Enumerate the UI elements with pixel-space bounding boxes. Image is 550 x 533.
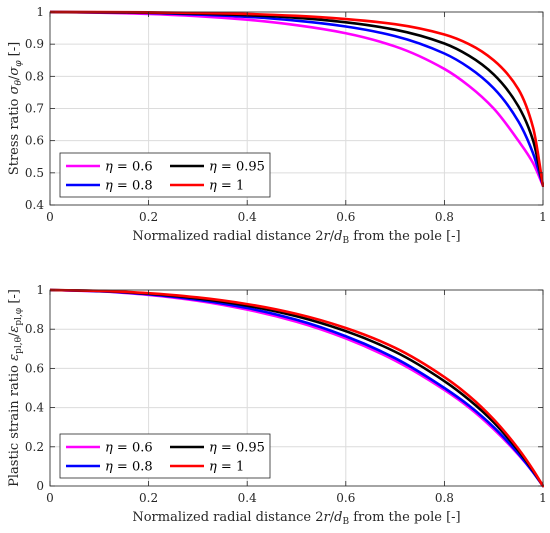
x-tick-label: 0.4 bbox=[238, 491, 257, 505]
x-tick-label: 0 bbox=[46, 210, 54, 224]
x-tick-label: 0.8 bbox=[435, 210, 454, 224]
legend-label-3: η = 0.95 bbox=[209, 441, 265, 456]
legend-label-1: η = 0.6 bbox=[105, 441, 153, 456]
y-axis-label: Stress ratio σθ/σφ [-] bbox=[7, 42, 24, 175]
axes-box bbox=[49, 289, 544, 487]
legend-label-2: η = 0.8 bbox=[105, 460, 153, 475]
y-tick-label: 0.8 bbox=[25, 322, 44, 336]
legend-label-4: η = 1 bbox=[209, 460, 244, 475]
series-group bbox=[50, 10, 544, 187]
series-line-4 bbox=[50, 288, 544, 488]
x-tick-label: 0.2 bbox=[139, 491, 158, 505]
y-tick-label: 0.4 bbox=[25, 198, 44, 212]
y-tick-label: 0.6 bbox=[25, 134, 44, 148]
y-tick-label: 0.9 bbox=[25, 37, 44, 51]
x-tick-label: 1 bbox=[539, 491, 547, 505]
y-tick-label: 0.8 bbox=[25, 69, 44, 83]
x-axis-label: Normalized radial distance 2r/dB from th… bbox=[132, 229, 460, 246]
chart-1: 0 0.2 0.4 0.6 0.8 1 0.4 0.5 0.6 0.7 0.8 0.9 1 Normali… bbox=[7, 5, 547, 246]
x-tick-label: 0.8 bbox=[435, 491, 454, 505]
legend: η = 0.6 η = 0.8 η = 0.95 η = 1 bbox=[59, 152, 271, 198]
x-tick-label: 0.6 bbox=[336, 210, 355, 224]
x-tick-label: 0.6 bbox=[336, 491, 355, 505]
legend-label-2: η = 0.8 bbox=[105, 179, 153, 194]
y-axis-label: Plastic strain ratio εpl,θ/εpl,φ [-] bbox=[7, 289, 24, 487]
y-tick-label: 0.2 bbox=[25, 440, 44, 454]
y-tick-label: 1 bbox=[36, 283, 44, 297]
x-axis-label: Normalized radial distance 2r/dB from th… bbox=[132, 510, 460, 527]
chart-2: 0 0.2 0.4 0.6 0.8 1 0 0.2 0.4 0.6 0.8 1 Normalized r… bbox=[7, 283, 547, 527]
legend: η = 0.6 η = 0.8 η = 0.95 η = 1 bbox=[59, 433, 271, 479]
x-tick-label: 0 bbox=[46, 491, 54, 505]
y-tick-label: 0.7 bbox=[25, 102, 44, 116]
legend-label-4: η = 1 bbox=[209, 179, 244, 194]
y-tick-label: 0 bbox=[36, 479, 44, 493]
x-tick-label: 0.4 bbox=[238, 210, 257, 224]
x-tick-label: 0.2 bbox=[139, 210, 158, 224]
legend-box bbox=[59, 433, 271, 479]
y-tick-label: 1 bbox=[36, 5, 44, 19]
legend-label-3: η = 0.95 bbox=[209, 160, 265, 175]
legend-label-1: η = 0.6 bbox=[105, 160, 153, 175]
legend-box bbox=[59, 152, 271, 198]
series-group bbox=[50, 288, 544, 488]
x-tick-label: 1 bbox=[539, 210, 547, 224]
y-tick-label: 0.6 bbox=[25, 361, 44, 375]
y-tick-label: 0.4 bbox=[25, 401, 44, 415]
y-tick-label: 0.5 bbox=[25, 166, 44, 180]
